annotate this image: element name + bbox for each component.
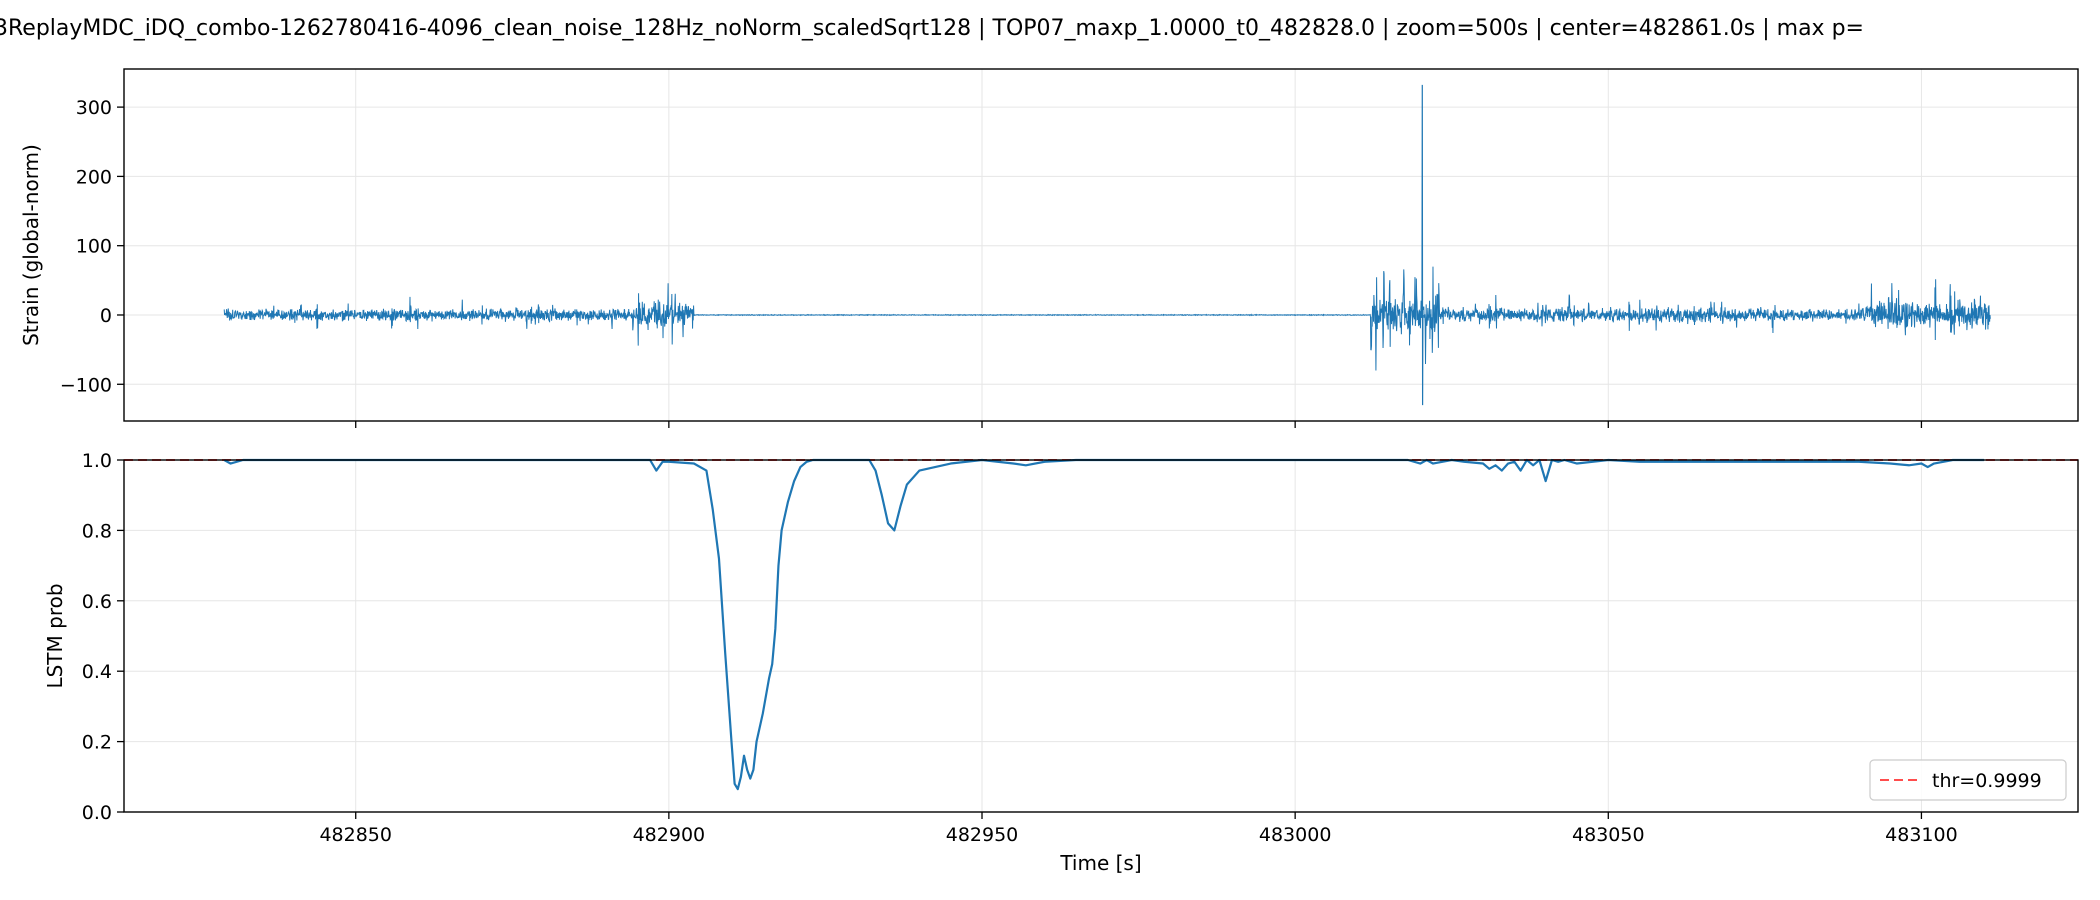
- strain-ytick-label-0: −100: [60, 374, 112, 396]
- strain-y-axis-label: Strain (global-norm): [19, 144, 43, 346]
- lstm-ytick-label-4: 0.8: [82, 520, 112, 542]
- lstm-ytick-label-2: 0.4: [82, 661, 112, 683]
- lstm-y-axis-label: LSTM prob: [43, 583, 67, 688]
- strain-ytick-label-4: 300: [76, 97, 112, 119]
- lstm-axes-frame: [123, 459, 2079, 813]
- lstm-xtick-label-2: 482950: [946, 824, 1019, 846]
- lstm-xtick-label-0: 482850: [319, 824, 392, 846]
- strain-peak-spike: [1421, 84, 1424, 406]
- lstm-ytick-label-3: 0.6: [82, 591, 112, 613]
- strain-series-line: [223, 266, 1991, 371]
- lstm-ytick-label-1: 0.2: [82, 732, 112, 754]
- strain-ytick-label-3: 200: [76, 166, 112, 188]
- lstm-ytick-label-0: 0.0: [82, 802, 112, 824]
- lstm-xtick-label-3: 483000: [1259, 824, 1332, 846]
- legend-box: [1869, 759, 2067, 801]
- lstm-ytick-label-5: 1.0: [82, 450, 112, 472]
- strain-axes-frame: [123, 68, 2079, 422]
- chart-title: 3ReplayMDC_iDQ_combo-1262780416-4096_cle…: [0, 16, 1864, 41]
- strain-ytick-label-1: 0: [100, 305, 112, 327]
- lstm-xtick-label-5: 483100: [1885, 824, 1958, 846]
- lstm-xtick-label-4: 483050: [1572, 824, 1645, 846]
- legend-threshold-label: thr=0.9999: [1932, 770, 2042, 792]
- lstm-series-line: [223, 458, 1985, 791]
- lstm-xtick-label-1: 482900: [633, 824, 706, 846]
- strain-ytick-label-2: 100: [76, 236, 112, 258]
- lstm-x-axis-label: Time [s]: [1059, 851, 1141, 875]
